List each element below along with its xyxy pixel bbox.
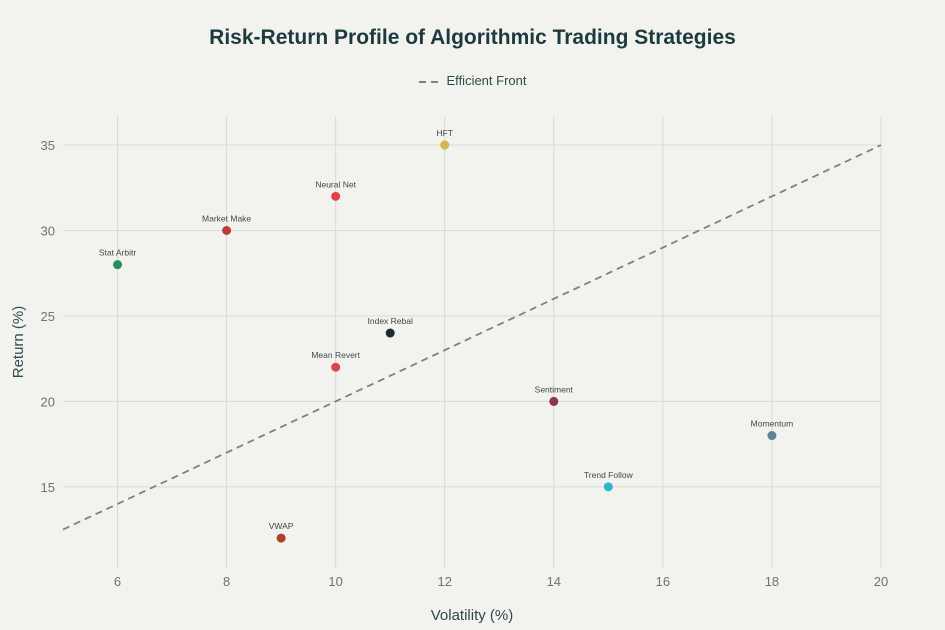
point-label: Stat Arbitr	[99, 248, 136, 258]
point-label: Mean Revert	[311, 350, 360, 360]
x-tick-label: 16	[656, 574, 670, 589]
point-marker[interactable]	[113, 260, 123, 270]
point-marker[interactable]	[385, 328, 395, 338]
data-point[interactable]: VWAP	[269, 521, 294, 543]
data-point[interactable]: Market Make	[202, 213, 251, 235]
dashed-line-icon	[418, 80, 441, 83]
point-marker[interactable]	[331, 362, 341, 372]
point-label: Trend Follow	[584, 470, 634, 480]
data-point[interactable]: Mean Revert	[311, 350, 361, 372]
y-tick-label: 30	[41, 223, 55, 238]
legend[interactable]: Efficient Front	[0, 73, 945, 88]
point-label: Sentiment	[535, 384, 574, 394]
y-tick-label: 25	[41, 309, 55, 324]
legend-label: Efficient Front	[446, 73, 527, 88]
y-tick-label: 20	[41, 394, 55, 409]
data-point[interactable]: Trend Follow	[584, 470, 634, 492]
x-tick-label: 20	[874, 574, 888, 589]
y-tick-label: 35	[41, 138, 55, 153]
x-tick-label: 18	[765, 574, 779, 589]
data-point[interactable]: Momentum	[751, 419, 794, 441]
x-tick-label: 6	[114, 574, 121, 589]
point-marker[interactable]	[440, 140, 450, 150]
point-marker[interactable]	[549, 396, 559, 406]
point-label: HFT	[436, 128, 453, 138]
point-marker[interactable]	[603, 482, 613, 492]
data-point[interactable]: Neural Net	[315, 179, 357, 201]
point-label: Momentum	[751, 419, 794, 429]
y-axis-label: Return (%)	[10, 306, 27, 379]
point-marker[interactable]	[276, 533, 286, 543]
efficient-front-line	[62, 144, 882, 531]
y-tick-label: 15	[41, 480, 55, 495]
chart-title: Risk-Return Profile of Algorithmic Tradi…	[209, 26, 736, 49]
x-tick-label: 14	[547, 574, 561, 589]
point-label: Index Rebal	[368, 316, 413, 326]
point-marker[interactable]	[331, 191, 341, 201]
x-tick-label: 8	[223, 574, 230, 589]
data-point[interactable]: Index Rebal	[368, 316, 413, 338]
point-label: Neural Net	[315, 179, 356, 189]
point-marker[interactable]	[222, 225, 232, 235]
data-point[interactable]: Sentiment	[535, 384, 574, 406]
x-axis-label: Volatility (%)	[431, 607, 514, 624]
point-marker[interactable]	[767, 431, 777, 441]
point-label: Market Make	[202, 213, 251, 223]
x-tick-label: 10	[328, 574, 342, 589]
x-tick-label: 12	[437, 574, 451, 589]
data-point[interactable]: HFT	[436, 128, 453, 150]
data-point[interactable]: Stat Arbitr	[99, 248, 136, 270]
point-label: VWAP	[269, 521, 294, 531]
